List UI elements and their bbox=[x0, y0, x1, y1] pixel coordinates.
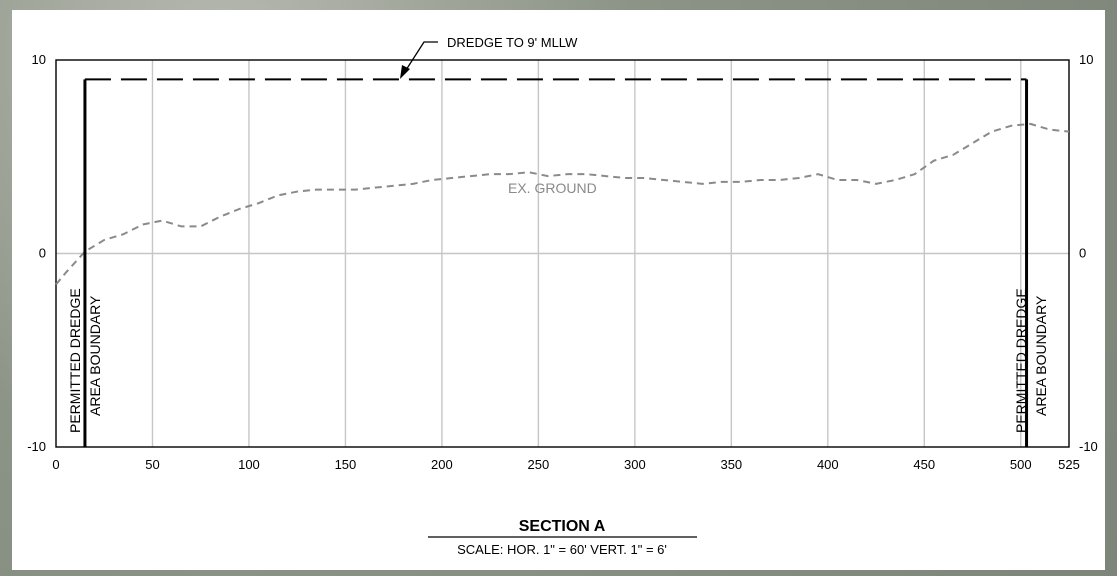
x-tick-label: 500 bbox=[1010, 457, 1032, 472]
y-tick-label-left: 0 bbox=[39, 246, 46, 261]
scale-note: SCALE: HOR. 1" = 60' VERT. 1" = 6' bbox=[457, 542, 667, 557]
x-tick-label: 300 bbox=[624, 457, 646, 472]
right-boundary-label-line1: PERMITTED DREDGE bbox=[1013, 288, 1029, 433]
ex-ground-series-line bbox=[55, 122, 1070, 286]
grid-lines bbox=[56, 60, 1069, 447]
x-tick-label: 400 bbox=[817, 457, 839, 472]
series-layer bbox=[55, 122, 1070, 286]
x-tick-label: 0 bbox=[52, 457, 59, 472]
y-tick-label-right: 0 bbox=[1079, 246, 1086, 261]
y-tick-label-right: 10 bbox=[1079, 52, 1093, 67]
x-tick-label: 100 bbox=[238, 457, 260, 472]
dredge-label-leader bbox=[405, 41, 438, 71]
y-tick-label-right: -10 bbox=[1079, 439, 1098, 454]
dredge-label: DREDGE TO 9' MLLW bbox=[447, 35, 578, 50]
x-tick-label: 525 bbox=[1058, 457, 1080, 472]
x-tick-label: 200 bbox=[431, 457, 453, 472]
plot-frame bbox=[55, 59, 1070, 448]
y-tick-label-left: -10 bbox=[27, 439, 46, 454]
left-boundary-label-line2: AREA BOUNDARY bbox=[87, 295, 103, 416]
x-tick-label: 50 bbox=[145, 457, 159, 472]
ex-ground-label: EX. GROUND bbox=[508, 180, 597, 196]
section-title: SECTION A bbox=[519, 518, 606, 535]
x-tick-label: 250 bbox=[528, 457, 550, 472]
y-tick-label-left: 10 bbox=[32, 52, 46, 67]
x-tick-label: 350 bbox=[720, 457, 742, 472]
dredge-label-arrowhead bbox=[400, 65, 410, 79]
left-boundary-label-line1: PERMITTED DREDGE bbox=[67, 288, 83, 433]
x-tick-label: 450 bbox=[913, 457, 935, 472]
x-tick-label: 150 bbox=[335, 457, 357, 472]
right-boundary-label-line2: AREA BOUNDARY bbox=[1033, 295, 1049, 416]
drawing-sheet bbox=[12, 10, 1105, 570]
